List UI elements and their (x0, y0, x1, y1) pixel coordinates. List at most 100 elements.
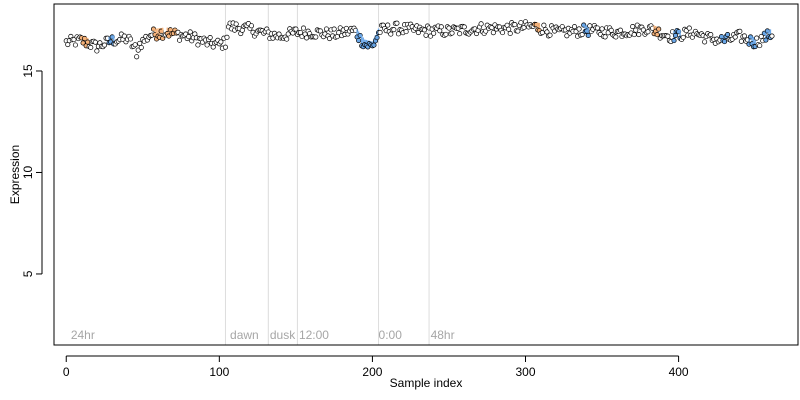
data-point (423, 32, 429, 38)
data-point (617, 27, 623, 33)
data-point (737, 28, 743, 34)
data-point (72, 42, 78, 48)
data-point (391, 27, 397, 33)
time-annotation: 48hr (431, 328, 455, 342)
x-tick-label: 200 (362, 365, 382, 379)
data-point (385, 22, 391, 28)
data-point (512, 22, 518, 28)
data-point (207, 34, 213, 41)
data-point (403, 29, 409, 35)
data-point (541, 22, 547, 28)
data-point (630, 23, 636, 30)
data-point (186, 34, 192, 40)
data-point (518, 20, 524, 26)
data-point (195, 42, 201, 48)
data-point (323, 26, 330, 32)
time-annotation: 12:00 (299, 328, 329, 342)
data-point (763, 37, 769, 43)
data-point (222, 44, 229, 50)
data-point (88, 44, 94, 50)
divider-lines (224, 4, 430, 345)
data-point (438, 24, 444, 30)
data-point (758, 33, 764, 40)
time-annotation: dawn (230, 328, 259, 342)
data-point (579, 32, 585, 38)
data-point (490, 30, 496, 36)
data-point (377, 29, 383, 36)
y-tick-label: 10 (21, 165, 35, 179)
data-point (741, 33, 747, 39)
data-point (137, 40, 143, 46)
data-point (571, 24, 578, 30)
data-point (94, 48, 100, 54)
data-point (204, 42, 210, 48)
x-tick-label: 400 (669, 365, 689, 379)
data-point (431, 30, 437, 36)
data-point (293, 26, 299, 32)
data-point (483, 28, 489, 34)
data-point (665, 33, 671, 39)
data-point (443, 31, 449, 37)
data-point (602, 34, 608, 40)
data-point (395, 31, 401, 37)
data-point (428, 33, 434, 39)
data-point (331, 26, 337, 32)
data-point (654, 32, 660, 38)
data-point (138, 44, 144, 51)
data-point (388, 31, 394, 37)
data-point (702, 39, 708, 45)
data-point (224, 34, 230, 40)
time-annotations: 24hr dawn dusk 12:00 0:00 48hr (71, 328, 455, 342)
time-annotation: 0:00 (379, 328, 403, 342)
data-point (248, 23, 255, 29)
data-point (754, 35, 760, 41)
data-point (732, 34, 738, 40)
data-point (371, 42, 377, 48)
data-point (421, 27, 428, 33)
data-point (457, 31, 463, 37)
data-point (127, 36, 134, 42)
data-point (672, 32, 679, 38)
data-point (284, 36, 290, 42)
data-point (613, 34, 619, 40)
data-point (132, 42, 138, 48)
data-point (686, 25, 692, 31)
data-point (507, 30, 513, 37)
data-point (85, 39, 91, 45)
x-axis: 0 100 200 300 400 (63, 355, 689, 379)
data-point (446, 25, 452, 31)
data-point (374, 35, 380, 41)
y-tick-label: 15 (21, 64, 35, 78)
data-point (633, 27, 639, 33)
data-point (176, 37, 183, 43)
data-point (636, 32, 642, 38)
data-point (506, 26, 512, 32)
data-point (631, 32, 637, 38)
time-annotation: 24hr (71, 328, 95, 342)
data-point (725, 32, 731, 38)
data-point (478, 21, 484, 27)
data-point (71, 37, 77, 43)
data-point (671, 38, 677, 44)
data-point (313, 34, 319, 40)
data-point (680, 34, 686, 40)
data-points (63, 19, 775, 60)
data-point (599, 26, 605, 32)
data-point (708, 32, 714, 38)
time-annotation: dusk (270, 328, 296, 342)
data-point (449, 30, 455, 36)
data-point (515, 28, 521, 34)
y-axis: 5 10 15 (21, 64, 43, 277)
data-point (187, 29, 193, 35)
data-point (101, 42, 108, 48)
data-point (239, 27, 245, 33)
data-point (757, 43, 763, 49)
x-axis-title: Sample index (390, 376, 463, 390)
data-point (415, 29, 421, 36)
data-point (585, 32, 591, 39)
x-tick-label: 0 (63, 365, 70, 379)
data-point (356, 37, 362, 44)
data-point (645, 29, 651, 35)
data-point (394, 20, 400, 26)
